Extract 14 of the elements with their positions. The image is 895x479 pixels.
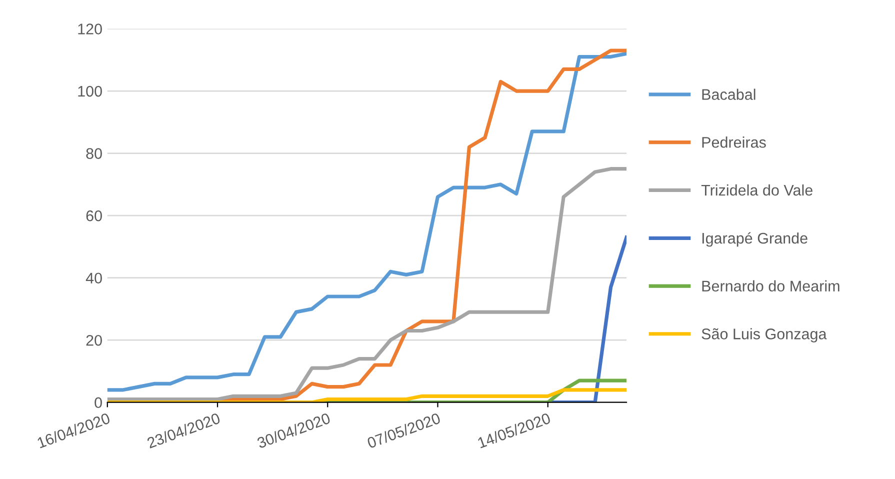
legend-label: Pedreiras: [702, 136, 766, 148]
y-tick-label: 60: [86, 210, 102, 222]
legend-label: São Luis Gonzaga: [702, 328, 827, 342]
y-tick-label: 20: [86, 334, 102, 346]
line-series: [107, 52, 626, 392]
legend-label: Bacabal: [702, 88, 756, 100]
y-tick-label: 0: [94, 397, 102, 408]
y-tick-label: 40: [86, 272, 102, 284]
y-tick-label: 100: [78, 86, 102, 97]
legend-label: Bernardo do Mearim: [702, 280, 840, 292]
y-tick-label: 80: [86, 148, 102, 159]
y-tick-label: 120: [78, 24, 102, 34]
legend-label: Trizidela do Vale: [701, 184, 812, 196]
legend-label: Igarapé Grande: [702, 232, 808, 247]
